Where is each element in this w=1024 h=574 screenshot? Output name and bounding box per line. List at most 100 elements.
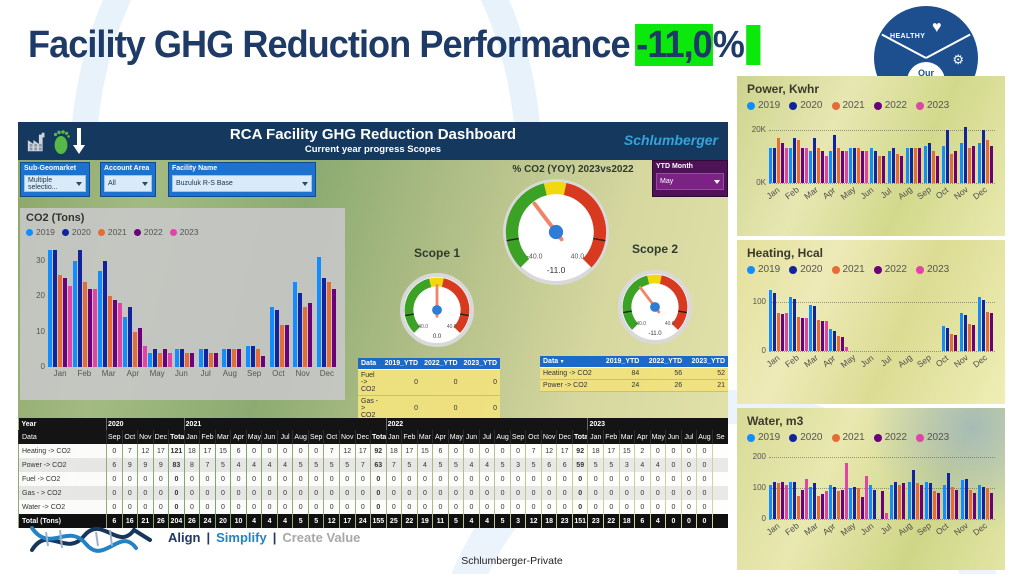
bar-2022-Mar[interactable]: [821, 151, 824, 183]
bar-2019-Aug[interactable]: [222, 349, 227, 367]
bar-2019-Dec[interactable]: [978, 143, 981, 183]
bar-2022-Sep[interactable]: [936, 156, 939, 183]
bar-2022-Sep[interactable]: [261, 356, 266, 367]
bar-2022-Sep[interactable]: [937, 492, 941, 519]
bar-2019-Jan[interactable]: [769, 485, 772, 519]
bar-2020-Oct[interactable]: [946, 472, 950, 519]
bar-2022-May[interactable]: [163, 349, 167, 367]
bar-2019-Aug[interactable]: [907, 481, 911, 519]
bar-2020-Mar[interactable]: [813, 306, 816, 351]
bar-2020-Jul[interactable]: [893, 481, 897, 519]
bar-2020-Jan[interactable]: [773, 148, 776, 183]
bar-2021-Apr[interactable]: [837, 336, 840, 351]
bar-2020-Nov[interactable]: [298, 292, 303, 367]
bar-2023-Feb[interactable]: [93, 289, 97, 367]
bar-2021-Jan[interactable]: [777, 313, 780, 351]
bar-2019-Jun[interactable]: [870, 148, 873, 183]
bar-2019-Jan[interactable]: [769, 290, 772, 351]
bar-2021-Nov[interactable]: [968, 323, 971, 351]
bar-2021-Apr[interactable]: [837, 491, 840, 519]
bar-2022-Jan[interactable]: [781, 314, 784, 351]
yoy-col-2022_YTD[interactable]: 2022_YTD: [642, 356, 686, 368]
bar-2022-Jun[interactable]: [189, 352, 194, 367]
bar-2019-Jan[interactable]: [48, 250, 52, 367]
bar-2022-Feb[interactable]: [88, 289, 92, 367]
bar-2021-Jan[interactable]: [58, 274, 62, 367]
legend-item-2020[interactable]: 2020: [789, 432, 823, 443]
legend-item-2022[interactable]: 2022: [873, 100, 907, 111]
bar-2020-Mar[interactable]: [103, 260, 107, 367]
bar-2020-Jul[interactable]: [203, 349, 208, 367]
bar-2022-Apr[interactable]: [841, 151, 844, 183]
bar-2020-Dec[interactable]: [982, 299, 985, 351]
legend-item-2021[interactable]: 2021: [97, 227, 127, 237]
bar-2021-Dec[interactable]: [986, 312, 989, 351]
bar-2019-Feb[interactable]: [789, 481, 792, 519]
bar-2022-Nov[interactable]: [972, 492, 976, 519]
bar-2022-Oct[interactable]: [954, 151, 957, 183]
bar-2020-Apr[interactable]: [833, 486, 836, 519]
bar-2023-Feb[interactable]: [805, 317, 808, 351]
bar-2023-Apr[interactable]: [845, 347, 848, 351]
bar-2021-Mar[interactable]: [817, 148, 820, 183]
bar-2020-Jan[interactable]: [53, 250, 57, 367]
bar-2020-Dec[interactable]: [982, 129, 985, 183]
bar-2020-Oct[interactable]: [946, 129, 949, 183]
bar-2022-Mar[interactable]: [821, 494, 824, 519]
bar-2022-Jul[interactable]: [901, 483, 905, 519]
bar-2021-Oct[interactable]: [950, 153, 953, 183]
legend-item-2019[interactable]: 2019: [747, 432, 780, 443]
bar-2021-May[interactable]: [158, 352, 162, 367]
bar-2023-Apr[interactable]: [143, 345, 147, 367]
bar-2019-Sep[interactable]: [246, 345, 251, 367]
bar-2022-May[interactable]: [861, 151, 864, 183]
bar-2020-Jun[interactable]: [179, 349, 184, 367]
bar-2020-Jan[interactable]: [773, 481, 776, 519]
bar-2019-May[interactable]: [849, 148, 852, 183]
bar-2021-Dec[interactable]: [986, 488, 990, 519]
bar-2023-Jan[interactable]: [785, 485, 788, 519]
bar-2019-Jan[interactable]: [769, 148, 772, 183]
bar-2022-Aug[interactable]: [919, 485, 923, 519]
bar-2020-Nov[interactable]: [964, 478, 968, 519]
legend-item-2021[interactable]: 2021: [831, 264, 865, 275]
bar-2021-Feb[interactable]: [797, 495, 800, 519]
bar-2019-Apr[interactable]: [829, 151, 832, 183]
bar-2020-Aug[interactable]: [910, 148, 913, 183]
bar-2019-Apr[interactable]: [829, 485, 832, 519]
bar-2019-Jun[interactable]: [174, 349, 179, 367]
bar-2021-May[interactable]: [857, 488, 860, 519]
legend-item-2022[interactable]: 2022: [873, 264, 907, 275]
bar-2019-Nov[interactable]: [293, 281, 298, 367]
bar-2020-Oct[interactable]: [946, 327, 949, 351]
bar-2020-Oct[interactable]: [274, 310, 279, 367]
bar-2021-Sep[interactable]: [932, 151, 935, 183]
bar-2020-Jun[interactable]: [873, 489, 876, 519]
yoy-col-2023_YTD[interactable]: 2023_YTD: [460, 358, 500, 370]
bar-2021-Feb[interactable]: [797, 317, 800, 351]
bar-2023-Feb[interactable]: [805, 148, 808, 183]
bar-2019-Oct[interactable]: [942, 485, 946, 519]
bar-2019-Nov[interactable]: [960, 143, 963, 183]
bar-2019-Dec[interactable]: [978, 296, 981, 351]
bar-2021-Nov[interactable]: [968, 148, 971, 183]
bar-2019-Feb[interactable]: [789, 296, 792, 351]
bar-2019-Mar[interactable]: [809, 486, 812, 519]
bar-2022-Jun[interactable]: [882, 156, 885, 183]
bar-2021-Oct[interactable]: [950, 486, 954, 519]
bar-2019-May[interactable]: [148, 352, 152, 367]
bar-2021-Jul[interactable]: [208, 352, 213, 367]
bar-2022-Apr[interactable]: [841, 489, 844, 519]
legend-item-2023[interactable]: 2023: [169, 227, 199, 237]
account-area-select[interactable]: All: [104, 175, 152, 192]
bar-2022-Feb[interactable]: [801, 489, 804, 519]
legend-item-2020[interactable]: 2020: [789, 264, 823, 275]
bar-2022-Dec[interactable]: [990, 313, 993, 351]
sub-geomarket-select[interactable]: Multiple selectio...: [24, 175, 86, 192]
yoy-col-Data[interactable]: Data: [358, 358, 382, 370]
bar-2021-Nov[interactable]: [303, 306, 308, 367]
bar-2019-Mar[interactable]: [98, 271, 102, 367]
bar-2022-Dec[interactable]: [990, 145, 993, 183]
bar-2020-Nov[interactable]: [964, 315, 967, 351]
bar-2021-Dec[interactable]: [986, 140, 989, 183]
